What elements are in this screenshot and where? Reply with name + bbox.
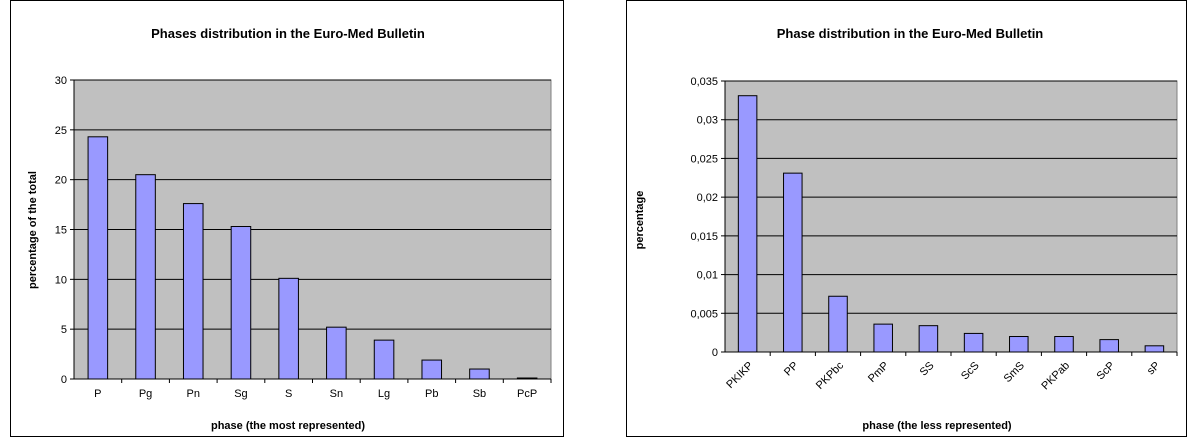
x-tick-label: SS <box>918 360 937 379</box>
x-tick-label: Pn <box>187 388 200 400</box>
chart-panel-right: Phase distribution in the Euro-Med Bulle… <box>626 0 1187 437</box>
y-tick-label: 0 <box>61 374 67 386</box>
x-tick-label: PP <box>782 360 801 379</box>
x-tick-label: Sb <box>473 388 486 400</box>
y-tick-label: 0,03 <box>697 115 718 127</box>
bar <box>918 325 939 353</box>
x-tick-label: S <box>285 388 292 400</box>
y-tick-label: 5 <box>61 324 67 336</box>
x-tick-label: Sg <box>234 388 247 400</box>
x-tick-label: PmP <box>866 360 891 385</box>
chart-left-svg: Phases distribution in the Euro-Med Bull… <box>27 26 552 432</box>
bar <box>87 136 109 380</box>
y-tick-label: 0,035 <box>690 76 718 88</box>
bar <box>182 203 204 380</box>
y-axis-label: percentage <box>634 191 646 250</box>
chart-panel-left: Phases distribution in the Euro-Med Bull… <box>10 0 564 437</box>
x-tick-label: ScP <box>1095 360 1118 383</box>
bar <box>421 359 443 380</box>
y-tick-label: 15 <box>55 225 67 237</box>
y-tick-label: 0,005 <box>690 308 718 320</box>
y-tick-label: 30 <box>55 75 67 87</box>
bar <box>828 295 848 353</box>
bar <box>873 323 893 353</box>
bar <box>1144 345 1165 353</box>
bar <box>1099 339 1119 353</box>
y-tick-label: 0,025 <box>690 153 718 165</box>
x-axis-label: phase (the less represented) <box>862 420 1012 432</box>
bar <box>1054 336 1074 353</box>
y-tick-label: 25 <box>55 125 67 137</box>
x-tick-label: PKPbc <box>814 359 847 392</box>
bar <box>963 332 984 353</box>
bar <box>783 172 803 353</box>
x-tick-label: SmS <box>1002 360 1027 385</box>
x-tick-label: Pg <box>139 388 152 400</box>
bar <box>516 377 538 380</box>
bar <box>230 226 252 380</box>
bar <box>373 339 395 380</box>
x-tick-label: sP <box>1145 360 1163 378</box>
y-tick-label: 0,02 <box>697 192 718 204</box>
x-tick-label: ScS <box>959 360 982 383</box>
x-tick-label: PKPab <box>1039 360 1072 393</box>
bar <box>469 368 490 380</box>
bar <box>737 95 758 353</box>
bar <box>135 174 156 380</box>
y-tick-label: 10 <box>55 274 67 286</box>
y-tick-label: 0,01 <box>697 270 718 282</box>
bar <box>1009 336 1029 353</box>
bar <box>326 326 347 380</box>
x-tick-label: P <box>94 388 101 400</box>
y-tick-label: 20 <box>55 175 67 187</box>
x-tick-label: PcP <box>517 388 537 400</box>
x-tick-label: Sn <box>330 388 343 400</box>
y-tick-label: 0 <box>712 347 718 359</box>
y-axis-label: percentage of the total <box>27 171 39 289</box>
x-tick-label: Pb <box>425 388 438 400</box>
x-tick-label: PKIKP <box>724 360 755 391</box>
chart-right-svg: Phase distribution in the Euro-Med Bulle… <box>634 26 1178 432</box>
x-axis-label: phase (the most represented) <box>211 420 365 432</box>
x-tick-label: Lg <box>378 388 390 400</box>
bar <box>278 277 299 380</box>
chart-title: Phase distribution in the Euro-Med Bulle… <box>777 26 1044 41</box>
y-tick-label: 0,015 <box>690 231 718 243</box>
chart-title: Phases distribution in the Euro-Med Bull… <box>151 26 425 41</box>
